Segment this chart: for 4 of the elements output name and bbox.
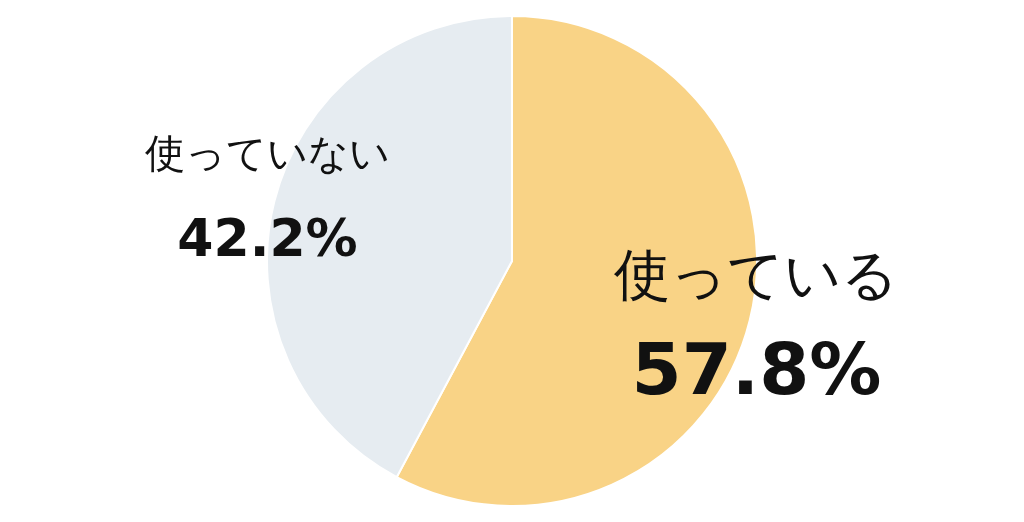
slice-label: 使っている: [614, 242, 899, 308]
data-label: 57.8%: [631, 327, 882, 412]
slice-label: 使っていない: [145, 129, 391, 176]
data-label: 42.2%: [177, 207, 358, 268]
